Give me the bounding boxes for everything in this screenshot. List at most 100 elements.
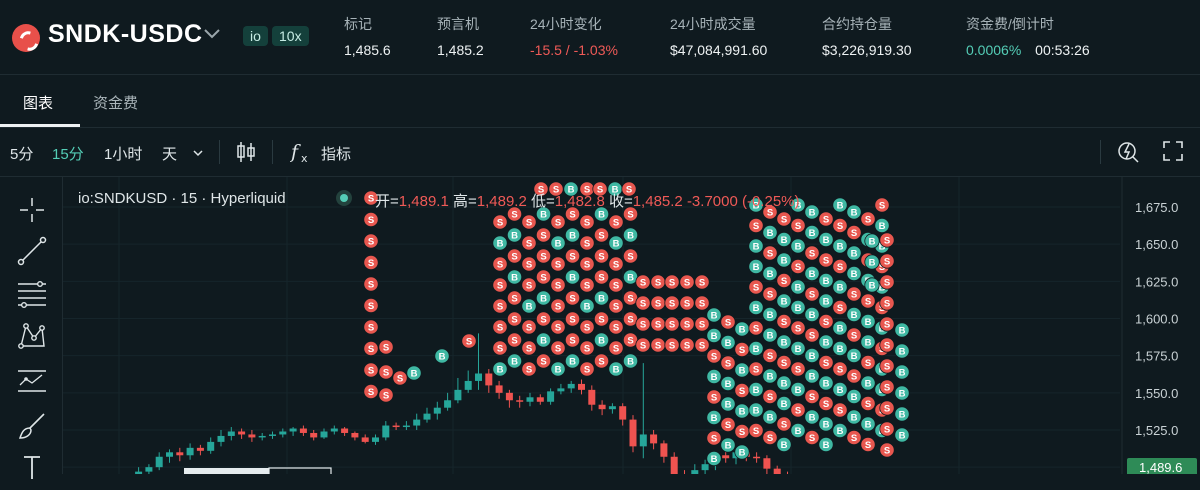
buy-marker: B (894, 406, 910, 422)
tab-funding[interactable]: 资金费 (93, 95, 139, 112)
svg-text:B: B (598, 294, 605, 305)
svg-text:S: S (627, 294, 633, 305)
svg-text:S: S (753, 324, 759, 335)
indicators-button[interactable]: 指标 (321, 146, 352, 163)
svg-text:B: B (555, 365, 562, 376)
sell-marker: S (748, 217, 764, 234)
svg-text:S: S (497, 302, 503, 313)
candle-body (299, 428, 307, 433)
svg-text:S: S (584, 260, 590, 271)
sell-marker: S (608, 319, 624, 335)
buy-marker: B (832, 422, 848, 439)
candle-body (145, 467, 153, 472)
interval-1d[interactable]: 天 (162, 146, 178, 163)
candle-body (341, 428, 349, 433)
candle-style-icon[interactable] (236, 140, 256, 168)
buy-marker: B (748, 197, 764, 213)
price-tick-label: 1,575.0 (1135, 349, 1178, 364)
interval-5m[interactable]: 5分 (10, 146, 34, 163)
svg-text:B: B (753, 262, 760, 273)
sell-marker: S (550, 256, 566, 272)
candle-body (516, 400, 524, 402)
buy-marker: B (720, 437, 736, 453)
svg-text:S: S (466, 337, 472, 348)
sell-marker: S (860, 395, 876, 412)
svg-text:S: S (767, 290, 773, 301)
interval-15m[interactable]: 15分 (52, 146, 84, 163)
alert-icon[interactable] (1116, 139, 1140, 169)
buy-marker: B (818, 231, 834, 248)
candle-body (650, 434, 658, 444)
svg-text:S: S (884, 383, 890, 394)
svg-text:B: B (526, 302, 533, 313)
brush-icon[interactable] (16, 410, 48, 442)
tab-chart[interactable]: 图表 (23, 95, 54, 112)
candle-body (444, 400, 452, 408)
svg-text:B: B (781, 235, 788, 246)
svg-text:B: B (795, 344, 802, 355)
buy-marker: B (776, 334, 792, 350)
svg-text:B: B (899, 389, 906, 400)
sell-marker: S (846, 224, 862, 241)
sell-marker: S (720, 355, 736, 371)
svg-text:B: B (795, 426, 802, 437)
interval-1h[interactable]: 1小时 (104, 146, 143, 163)
high-label: 高= (452, 193, 477, 210)
candle-body (691, 470, 699, 474)
svg-text:S: S (555, 281, 561, 292)
sell-marker: S (818, 252, 834, 268)
fib-icon[interactable] (16, 278, 48, 310)
buy-marker: B (550, 235, 566, 251)
svg-text:S: S (627, 315, 633, 326)
pair-name[interactable]: SNDK-USDC (48, 20, 203, 48)
svg-text:B: B (568, 185, 575, 196)
buy-marker: B (506, 227, 523, 243)
svg-text:S: S (511, 210, 517, 221)
candle-body (629, 419, 637, 447)
fullscreen-icon[interactable] (1162, 140, 1184, 166)
svg-text:S: S (823, 399, 829, 410)
interval-chevron-down-icon[interactable] (192, 145, 204, 162)
svg-text:S: S (368, 344, 374, 355)
svg-text:S: S (555, 344, 561, 355)
trendline-icon[interactable] (16, 235, 48, 267)
svg-text:S: S (725, 318, 731, 329)
sell-marker: S (860, 293, 876, 309)
pattern-icon[interactable] (16, 320, 48, 352)
svg-text:S: S (809, 331, 815, 342)
svg-text:S: S (884, 320, 890, 331)
candle-body (330, 428, 338, 432)
svg-text:B: B (540, 210, 547, 221)
price-chart[interactable]: 1,675.0 1,650.0 1,625.0 1,600.0 1,575.0 1,550… (63, 177, 1200, 474)
sell-marker: S (521, 319, 537, 335)
svg-text:B: B (809, 413, 816, 424)
projection-icon[interactable] (16, 365, 48, 397)
svg-text:B: B (823, 440, 830, 451)
svg-text:S: S (851, 290, 857, 301)
sell-marker: S (564, 248, 581, 264)
sell-marker: S (762, 429, 778, 446)
crosshair-icon[interactable] (16, 194, 48, 226)
sell-marker: S (860, 211, 876, 227)
sell-marker: S (832, 402, 848, 418)
svg-text:S: S (781, 358, 787, 369)
stat-24h-volume: 24小时成交量 $47,084,991.60 (670, 14, 767, 58)
svg-text:S: S (540, 357, 546, 368)
svg-text:S: S (711, 434, 717, 445)
svg-text:S: S (598, 357, 604, 368)
buy-marker: B (535, 290, 552, 306)
svg-text:B: B (795, 385, 802, 396)
svg-text:B: B (795, 283, 802, 294)
svg-text:B: B (711, 454, 718, 465)
svg-text:S: S (598, 231, 604, 242)
sell-marker: S (492, 319, 508, 335)
sell-marker: S (776, 313, 792, 330)
text-icon[interactable] (16, 453, 48, 485)
svg-text:S: S (884, 299, 890, 310)
svg-text:B: B (795, 201, 802, 212)
svg-text:x: x (301, 152, 308, 165)
active-tab-indicator (0, 124, 80, 127)
chevron-down-icon[interactable] (203, 27, 221, 45)
svg-text:S: S (739, 345, 745, 356)
